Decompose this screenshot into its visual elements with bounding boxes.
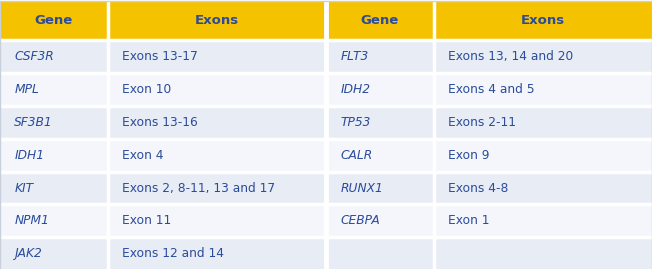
FancyBboxPatch shape [0, 73, 652, 106]
FancyBboxPatch shape [0, 139, 652, 172]
Text: IDH2: IDH2 [340, 83, 370, 96]
Text: TP53: TP53 [340, 116, 371, 129]
Text: Exon 9: Exon 9 [448, 149, 490, 162]
Text: Exons 2-11: Exons 2-11 [448, 116, 516, 129]
Text: Exon 1: Exon 1 [448, 214, 490, 227]
Text: Exons 4-8: Exons 4-8 [448, 182, 509, 194]
Text: IDH1: IDH1 [14, 149, 44, 162]
Text: Gene: Gene [361, 14, 399, 27]
FancyBboxPatch shape [0, 204, 652, 237]
Text: Exon 4: Exon 4 [122, 149, 164, 162]
Text: MPL: MPL [14, 83, 39, 96]
Text: Exons: Exons [521, 14, 565, 27]
Text: Exon 10: Exon 10 [122, 83, 171, 96]
Text: Gene: Gene [35, 14, 73, 27]
Text: Exons 2, 8-11, 13 and 17: Exons 2, 8-11, 13 and 17 [122, 182, 275, 194]
Text: NPM1: NPM1 [14, 214, 49, 227]
FancyBboxPatch shape [0, 40, 652, 73]
FancyBboxPatch shape [0, 172, 652, 204]
Text: Exons 13-17: Exons 13-17 [122, 50, 198, 63]
Text: Exons 12 and 14: Exons 12 and 14 [122, 247, 224, 260]
Text: FLT3: FLT3 [340, 50, 368, 63]
FancyBboxPatch shape [0, 106, 652, 139]
Text: Exons 13-16: Exons 13-16 [122, 116, 198, 129]
Text: CEBPA: CEBPA [340, 214, 380, 227]
Text: JAK2: JAK2 [14, 247, 42, 260]
Text: RUNX1: RUNX1 [340, 182, 383, 194]
FancyBboxPatch shape [0, 237, 652, 269]
FancyBboxPatch shape [0, 1, 652, 40]
Text: Exons: Exons [195, 14, 239, 27]
Text: CSF3R: CSF3R [14, 50, 54, 63]
Text: CALR: CALR [340, 149, 372, 162]
Text: SF3B1: SF3B1 [14, 116, 53, 129]
Text: Exons 4 and 5: Exons 4 and 5 [448, 83, 535, 96]
Text: Exons 13, 14 and 20: Exons 13, 14 and 20 [448, 50, 573, 63]
Text: Exon 11: Exon 11 [122, 214, 171, 227]
Text: KIT: KIT [14, 182, 33, 194]
